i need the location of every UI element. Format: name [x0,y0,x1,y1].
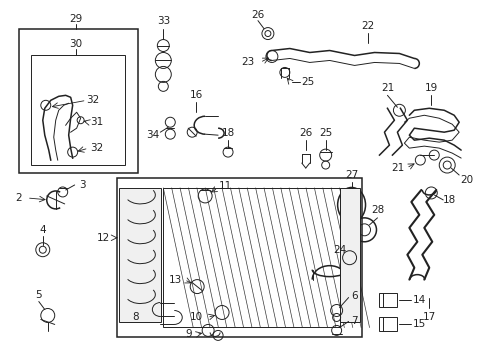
Text: 23: 23 [241,58,254,67]
Text: 32: 32 [90,143,103,153]
Text: 31: 31 [90,117,103,127]
Text: 9: 9 [184,329,191,339]
Text: 4: 4 [40,225,46,235]
Text: 26: 26 [299,128,312,138]
Text: 28: 28 [370,205,384,215]
Text: 2: 2 [16,193,22,203]
Text: 18: 18 [221,128,234,138]
Text: 3: 3 [79,180,86,190]
Text: 25: 25 [318,128,332,138]
Text: 13: 13 [168,275,182,285]
Text: 24: 24 [332,245,346,255]
Text: 32: 32 [86,95,99,105]
Bar [119,188,161,323]
Text: 11: 11 [218,181,231,191]
Text: 7: 7 [350,316,357,327]
Bar [379,318,397,332]
Text: 29: 29 [69,14,82,24]
Text: 12: 12 [97,233,110,243]
Text: 34: 34 [145,130,159,140]
Text: 17: 17 [422,312,435,323]
Bar [31,55,125,165]
Text: 33: 33 [156,15,170,26]
Text: 27: 27 [344,170,358,180]
Text: 21: 21 [390,163,403,173]
Text: 15: 15 [412,319,425,329]
Bar [117,178,361,337]
Text: 14: 14 [412,294,425,305]
Text: 22: 22 [360,21,373,31]
Bar [339,188,359,323]
Text: 18: 18 [442,195,455,205]
Text: 6: 6 [350,291,357,301]
Text: 19: 19 [424,84,437,93]
Text: 8: 8 [132,312,139,323]
Text: 30: 30 [69,39,82,49]
Bar [163,188,339,328]
Text: 10: 10 [189,312,203,323]
Text: 25: 25 [301,77,314,87]
Text: 16: 16 [189,90,203,100]
Bar [379,293,397,306]
Bar [19,28,138,173]
Text: 20: 20 [460,175,473,185]
Text: 5: 5 [36,289,42,300]
Text: 26: 26 [251,10,264,20]
Text: 21: 21 [380,84,393,93]
